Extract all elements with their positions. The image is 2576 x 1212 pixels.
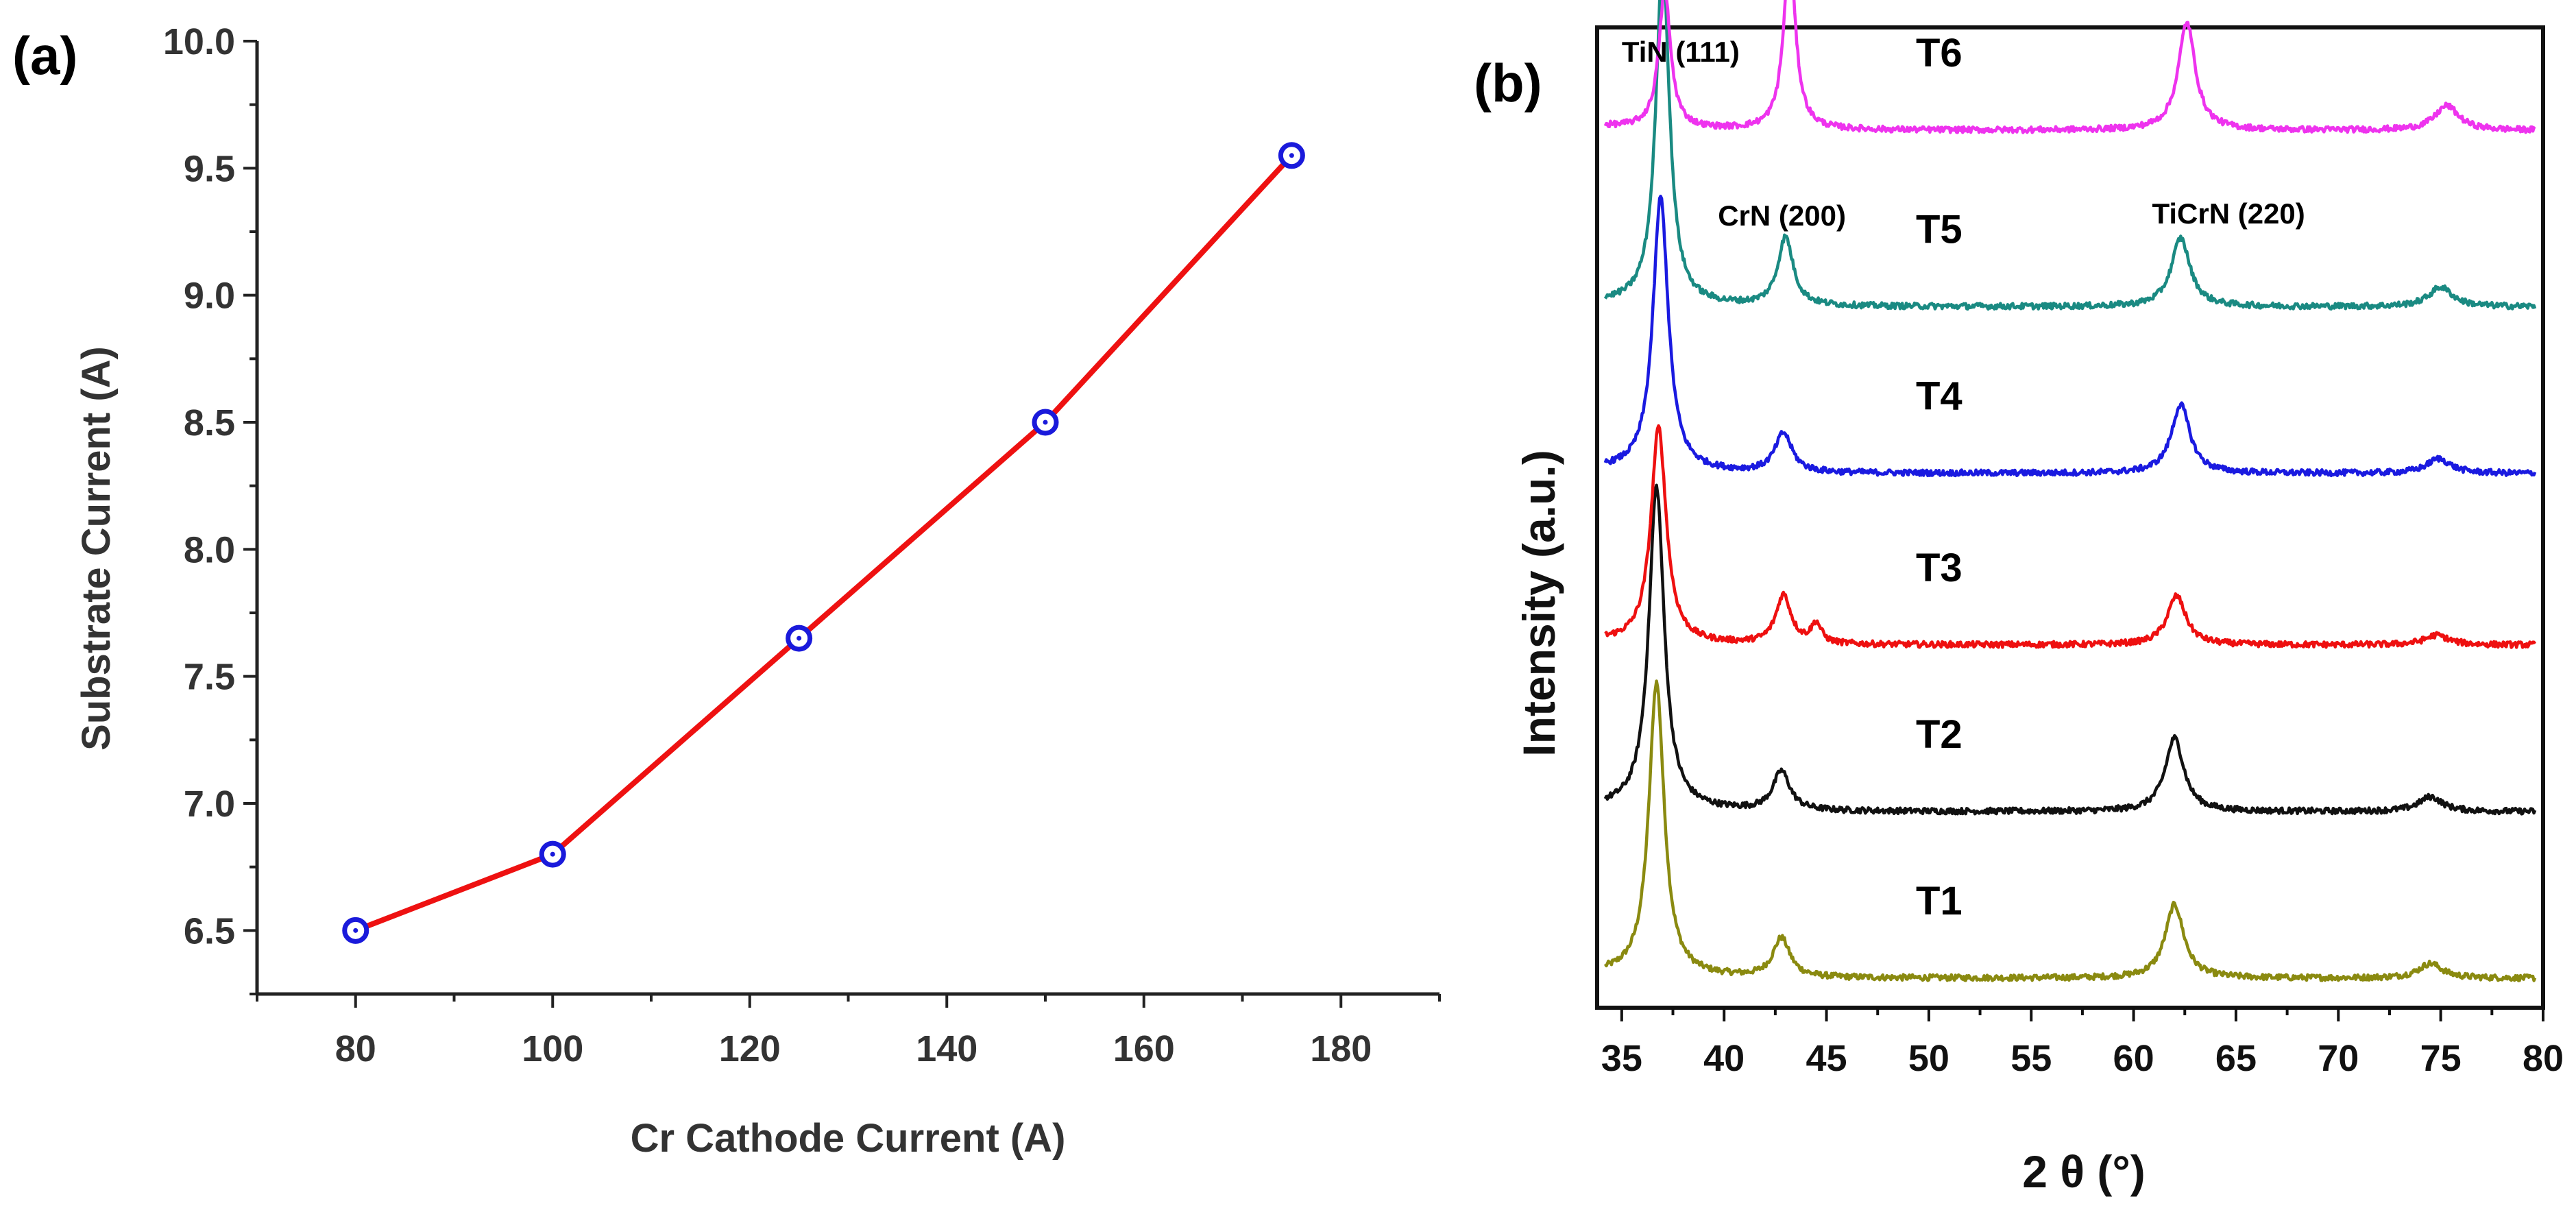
panel-b-peak-label: TiN (111) <box>1622 36 1740 68</box>
panel-a-y-axis-title: Substrate Current (A) <box>74 346 119 751</box>
panel-b-peak-label: CrN (200) <box>1718 199 1846 232</box>
panel-b-series-label-t4: T4 <box>1916 374 1963 419</box>
panel-a-data-point <box>1032 409 1059 436</box>
panel-a-marker-dot <box>1289 153 1294 158</box>
panel-b-series-t4 <box>1603 195 2537 478</box>
panel-a-y-tick-label: 8.0 <box>184 529 235 570</box>
panel-a-y-tick-label: 7.0 <box>184 784 235 825</box>
panel-a-data-point <box>539 840 566 868</box>
panel-b-series-label-t3: T3 <box>1916 546 1963 590</box>
panel-b-x-tick-label: 75 <box>2420 1038 2462 1079</box>
panel-a-y-tick-label: 7.5 <box>184 657 235 698</box>
panel-a-label: (a) <box>12 25 77 86</box>
panel-b-series-label-t6: T6 <box>1916 31 1963 75</box>
panel-a-x-tick-label: 140 <box>916 1028 977 1069</box>
panel-b-x-tick-label: 55 <box>2010 1038 2052 1079</box>
panel-b-label: (b) <box>1474 53 1542 113</box>
panel-b-peak-labels: TiN (111) CrN (200) TiCrN (220) <box>1622 36 2305 232</box>
panel-b-y-axis-title: Intensity (a.u.) <box>1514 450 1564 756</box>
panel-a-y-tick-label: 6.5 <box>184 910 235 952</box>
panel-b-series-t3 <box>1604 424 2537 649</box>
panel-a-x-tick-label: 180 <box>1310 1028 1372 1069</box>
panel-a-x-tick-label: 100 <box>522 1028 583 1069</box>
panel-a-axes <box>243 40 1441 1008</box>
panel-b-x-tick-labels: 35 40 45 50 55 60 65 70 75 80 <box>1601 1038 2564 1079</box>
panel-b-x-tick-label: 70 <box>2318 1038 2359 1079</box>
panel-a-x-tick-label: 120 <box>719 1028 781 1069</box>
panel-a-plot-area <box>342 142 1305 944</box>
panel-b-series-t5 <box>1603 0 2537 311</box>
panel-a-line-chart: (a) 80 100 120 140 160 180 6.5 7.0 7.5 8.0 8.5 9.0… <box>12 21 1441 1161</box>
panel-b-series-label-t5: T5 <box>1916 208 1963 252</box>
panel-b-x-tick-label: 60 <box>2113 1038 2154 1079</box>
panel-a-y-tick-label: 10.0 <box>163 21 235 62</box>
panel-a-y-tick-label: 9.0 <box>184 276 235 317</box>
panel-a-y-tick-label: 8.5 <box>184 402 235 444</box>
panel-b-x-tick-label: 50 <box>1908 1038 1949 1079</box>
panel-b-x-tick-label: 45 <box>1806 1038 1847 1079</box>
panel-a-marker-dot <box>550 851 555 857</box>
panel-b-series-label-t1: T1 <box>1916 879 1963 923</box>
panel-b-x-tick-label: 65 <box>2215 1038 2257 1079</box>
panel-a-y-tick-label: 9.5 <box>184 148 235 189</box>
panel-b-series-t6 <box>1603 0 2536 134</box>
panel-b-x-axis-title: 2 θ (°) <box>2022 1146 2145 1197</box>
panel-b-axes <box>1595 25 2545 1021</box>
panel-b-plot-area <box>1603 0 2537 982</box>
panel-a-y-tick-labels: 6.5 7.0 7.5 8.0 8.5 9.0 9.5 10.0 <box>163 21 235 952</box>
panel-a-data-point <box>1278 142 1305 169</box>
panel-a-data-point <box>786 625 813 652</box>
panel-a-x-axis-title: Cr Cathode Current (A) <box>631 1116 1066 1161</box>
panel-a-series-line <box>354 154 1294 934</box>
panel-a-marker-dot <box>1043 420 1048 425</box>
panel-b-x-tick-label: 35 <box>1601 1038 1642 1079</box>
panel-b-x-tick-label: 80 <box>2523 1038 2564 1079</box>
panel-b-frame <box>1595 25 2545 1010</box>
panel-b-x-tick-label: 40 <box>1703 1038 1745 1079</box>
panel-b-peak-label: TiCrN (220) <box>2152 197 2305 230</box>
panel-a-x-tick-labels: 80 100 120 140 160 180 <box>335 1028 1372 1069</box>
panel-a-x-tick-label: 160 <box>1113 1028 1175 1069</box>
panel-a-marker-dot <box>797 635 802 641</box>
panel-a-data-point <box>342 917 369 944</box>
panel-b-series-labels: T1 T2 T3 T4 T5 T6 <box>1916 31 1963 923</box>
panel-b-series-label-t2: T2 <box>1916 712 1963 757</box>
panel-b-series-t1 <box>1603 679 2537 982</box>
panel-b-series-t2 <box>1603 483 2537 816</box>
panel-a-x-tick-label: 80 <box>335 1028 376 1069</box>
panel-a-marker-dot <box>353 928 359 933</box>
panel-b-xrd-chart: (b) 35 40 45 50 55 60 65 70 75 80 Intensity (a.u.… <box>1474 0 2564 1197</box>
